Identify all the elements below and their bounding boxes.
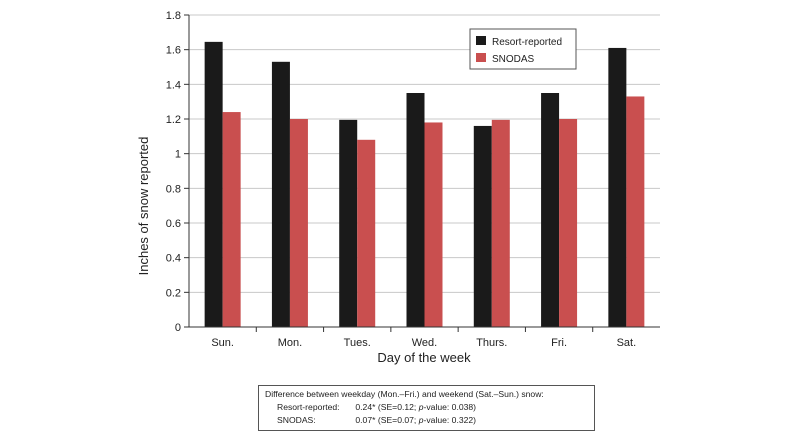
y-tick-label: 0.4 (166, 253, 181, 265)
bar-resort-reported-mon (271, 61, 290, 328)
y-tick-label: 1.2 (166, 114, 181, 126)
legend-label-resort-reported: Resort-reported (492, 37, 562, 48)
y-tick-label: 0.6 (166, 218, 181, 230)
note-row-label: SNODAS: (277, 415, 316, 425)
note-row-estimate: 0.24* (355, 402, 376, 412)
y-tick-label: 1.6 (166, 45, 181, 57)
note-row-p-value: -value: 0.038) (423, 402, 477, 412)
note-row-resort-reported: Resort-reported: 0.24* (SE=0.12; p-value… (265, 401, 588, 414)
y-tick-label: 0.8 (166, 183, 181, 195)
legend-label-snodas: SNODAS (492, 54, 535, 65)
x-tick-label: Thurs. (476, 337, 507, 349)
note-row-p-value: -value: 0.322) (423, 415, 477, 425)
note-heading: Difference between weekday (Mon.–Fri.) a… (265, 389, 544, 399)
bar-resort-reported-sat (608, 47, 627, 327)
bars (204, 41, 645, 328)
y-tick-label: 1 (175, 149, 181, 161)
bar-snodas-wed (424, 122, 443, 327)
x-axis-title: Day of the week (377, 350, 471, 365)
note-row-snodas: SNODAS: 0.07* (SE=0.07; p-value: 0.322) (265, 414, 588, 427)
y-axis-title: Inches of snow reported (136, 137, 151, 276)
bar-snodas-thurs (491, 119, 510, 327)
x-tick-label: Wed. (412, 337, 437, 349)
legend-swatch-resort-reported (476, 36, 486, 45)
y-tick-label: 1.4 (166, 79, 181, 91)
bar-snodas-mon (289, 119, 308, 327)
x-tick-label: Sat. (617, 337, 637, 349)
bar-snodas-fri (559, 119, 578, 327)
note-row-p-label: p (418, 402, 424, 412)
bar-chart: 0 0.2 0.4 0.6 0.8 1 1.2 1.4 1.6 1.8 Sun. Mon. Tues.… (136, 10, 660, 365)
difference-note-box: Difference between weekday (Mon.–Fri.) a… (258, 385, 595, 431)
legend: Resort-reported SNODAS (469, 28, 577, 70)
legend-swatch-snodas (476, 53, 486, 62)
y-tick-label: 1.8 (166, 10, 181, 22)
note-row-p-label: p (418, 415, 424, 425)
bar-snodas-sat (626, 96, 645, 327)
x-tick-label: Fri. (551, 337, 567, 349)
bar-resort-reported-fri (541, 93, 560, 327)
bar-resort-reported-wed (406, 93, 425, 327)
note-row-label: Resort-reported: (277, 402, 340, 412)
legend-frame (469, 28, 577, 70)
bar-resort-reported-tues (339, 119, 358, 327)
x-tick-label: Tues. (344, 337, 371, 349)
x-tick-label: Sun. (211, 337, 234, 349)
bar-resort-reported-thurs (473, 125, 492, 327)
bar-snodas-tues (357, 139, 376, 327)
y-axis-ticks: 0 0.2 0.4 0.6 0.8 1 1.2 1.4 1.6 1.8 (166, 10, 189, 334)
bar-resort-reported-sun (204, 41, 223, 327)
x-axis-ticks: Sun. Mon. Tues. Wed. Thurs. Fri. Sat. (211, 327, 636, 349)
x-tick-label: Mon. (278, 337, 302, 349)
note-row-se: (SE=0.12; (377, 402, 417, 412)
note-row-se: (SE=0.07; (377, 415, 417, 425)
note-row-estimate: 0.07* (355, 415, 376, 425)
y-tick-label: 0 (175, 322, 181, 334)
bar-snodas-sun (222, 112, 241, 327)
y-tick-label: 0.2 (166, 287, 181, 299)
